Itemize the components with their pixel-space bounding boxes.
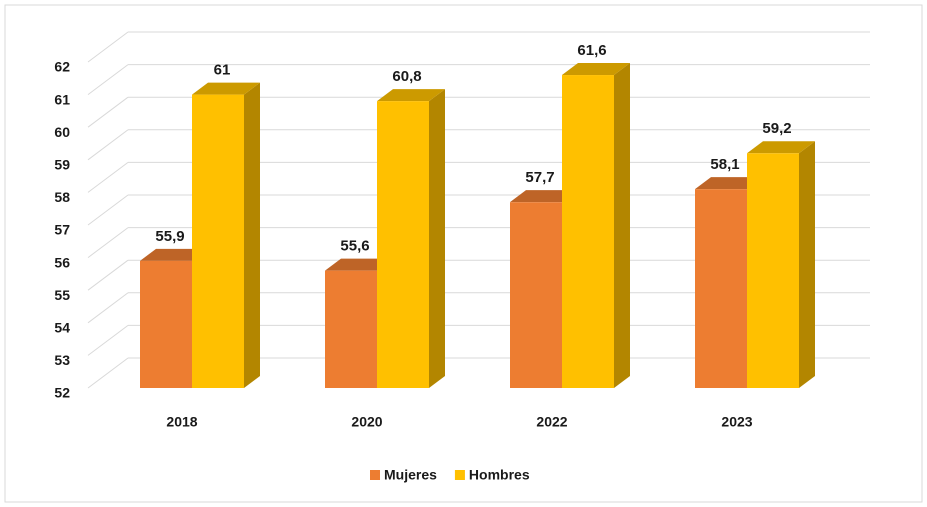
legend-label: Mujeres <box>384 467 437 483</box>
value-label: 59,2 <box>762 120 791 137</box>
bar-top <box>192 82 260 95</box>
x-tick-label: 2018 <box>166 414 197 430</box>
grid-line <box>87 96 129 128</box>
y-tick-label: 56 <box>54 254 70 270</box>
legend-swatch <box>370 470 380 480</box>
y-tick-label: 61 <box>54 91 70 107</box>
y-tick-label: 54 <box>54 320 70 336</box>
value-label: 61 <box>214 62 231 79</box>
y-tick-label: 55 <box>54 287 70 303</box>
bar <box>140 260 192 388</box>
bar-side <box>244 82 260 388</box>
value-label: 58,1 <box>710 156 739 173</box>
bar-top <box>325 258 393 271</box>
legend-swatch <box>454 470 465 480</box>
value-label: 60,8 <box>392 68 421 85</box>
y-tick-label: 53 <box>54 352 70 368</box>
bar-top <box>695 177 763 190</box>
bar-top <box>562 63 630 76</box>
bar-top <box>377 89 445 102</box>
grid-line <box>87 357 129 389</box>
grid-line <box>87 259 129 291</box>
grid-line <box>87 31 129 63</box>
y-tick-label: 60 <box>54 124 70 140</box>
y-tick-label: 57 <box>54 222 70 238</box>
x-tick-label: 2020 <box>351 414 382 430</box>
y-tick-label: 52 <box>54 385 70 401</box>
bar <box>747 153 799 388</box>
y-tick-label: 62 <box>54 59 70 75</box>
bar-side <box>429 89 445 389</box>
bar <box>695 189 747 388</box>
y-tick-label: 58 <box>54 189 70 205</box>
grid-line <box>87 227 129 259</box>
value-label: 57,7 <box>525 169 554 186</box>
legend-label: Hombres <box>469 467 530 483</box>
bar <box>377 101 429 389</box>
bar-side <box>799 141 815 388</box>
bar <box>510 202 562 388</box>
grid-line <box>87 324 129 356</box>
grid-line <box>87 64 129 95</box>
value-label: 55,6 <box>340 238 369 255</box>
bar-top <box>140 248 208 261</box>
y-tick-label: 59 <box>54 157 70 173</box>
bar <box>562 75 614 388</box>
bar <box>325 270 377 388</box>
bar-top <box>510 190 578 203</box>
grid-line <box>87 129 129 161</box>
bar-side <box>614 63 630 388</box>
grid-line <box>87 161 129 193</box>
bar-top <box>747 141 815 154</box>
value-label: 61,6 <box>577 42 606 59</box>
grid-line <box>87 292 129 324</box>
x-tick-label: 2022 <box>536 414 567 430</box>
bar <box>192 94 244 388</box>
x-tick-label: 2023 <box>721 414 752 430</box>
value-label: 55,9 <box>155 228 184 245</box>
grid-line <box>87 194 129 226</box>
